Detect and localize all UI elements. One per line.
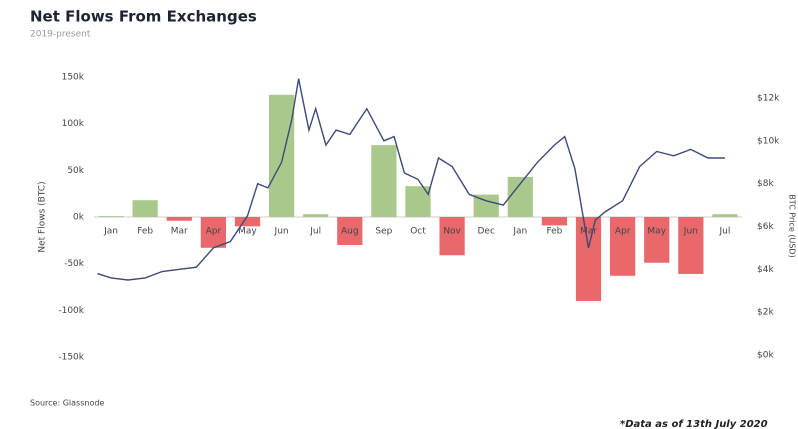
bar (132, 200, 158, 217)
x-tick-label: Jun (683, 227, 698, 237)
bar (473, 194, 499, 217)
y-tick-label: 100k (62, 119, 85, 129)
y2-tick-label: $10k (757, 136, 780, 146)
bar (644, 217, 670, 263)
x-tick-label: Sep (375, 227, 392, 237)
x-tick-label: Feb (137, 227, 153, 237)
bar (200, 217, 226, 248)
bar (268, 94, 295, 217)
y-tick-label: 50k (67, 166, 84, 176)
bar (405, 186, 431, 217)
x-tick-label: Aug (341, 227, 359, 237)
bar (439, 217, 465, 256)
y-tick-label: -50k (64, 259, 85, 269)
y2-tick-label: $6k (757, 222, 774, 232)
y-tick-label: 150k (62, 73, 85, 83)
y2-axis-label: BTC Price (USD) (788, 194, 797, 257)
x-tick-label: May (238, 227, 257, 237)
y2-tick-label: $0k (757, 351, 774, 361)
y2-tick-label: $12k (757, 94, 780, 104)
bar (166, 217, 192, 221)
bar (303, 214, 329, 217)
bar (337, 217, 363, 245)
chart-title: Net Flows From Exchanges (30, 8, 257, 26)
x-tick-label: Jun (274, 227, 289, 237)
bar (575, 217, 602, 301)
x-tick-label: Jul (309, 227, 321, 237)
x-tick-label: Oct (410, 227, 426, 237)
y2-tick-label: $8k (757, 179, 774, 189)
footnote: *Data as of 13th July 2020 (620, 419, 768, 429)
bar (541, 217, 568, 226)
x-tick-label: Mar (171, 227, 188, 237)
x-tick-label: Feb (546, 227, 562, 237)
x-tick-label: Jan (103, 227, 118, 237)
x-tick-label: Apr (206, 227, 222, 237)
x-tick-label: Nov (443, 227, 461, 237)
bar (610, 217, 636, 276)
chart-subtitle: 2019-present (30, 30, 91, 40)
x-tick-label: Mar (580, 227, 597, 237)
y-axis-label: Net Flows (BTC) (38, 181, 48, 252)
x-tick-label: Dec (477, 227, 494, 237)
y-tick-label: 0k (73, 213, 85, 223)
x-tick-label: May (647, 227, 666, 237)
bar (371, 145, 397, 217)
y2-tick-label: $2k (757, 308, 774, 318)
x-tick-label: Jul (719, 227, 731, 237)
price-line (97, 78, 725, 281)
bar (234, 217, 261, 227)
source: Source: Glassnode (30, 399, 104, 408)
bar (712, 214, 738, 217)
bar (98, 216, 124, 217)
y-tick-label: -150k (58, 353, 84, 363)
y2-tick-label: $4k (757, 265, 774, 275)
x-tick-label: Apr (615, 227, 631, 237)
bar (678, 217, 704, 274)
x-tick-label: Jan (512, 227, 527, 237)
y-tick-label: -100k (58, 306, 84, 316)
